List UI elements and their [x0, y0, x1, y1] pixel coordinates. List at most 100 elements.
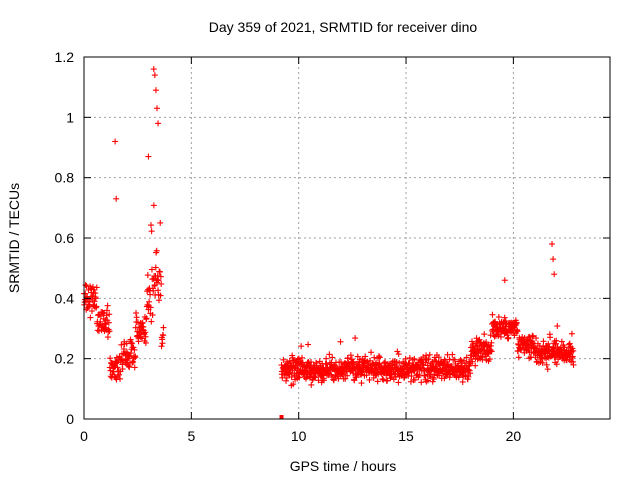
- data-point: [298, 354, 305, 361]
- data-point: [290, 381, 297, 388]
- data-point: [104, 334, 111, 341]
- data-point: [481, 331, 488, 338]
- data-point: [125, 363, 132, 370]
- data-point: [153, 105, 160, 112]
- x-tick-label: 20: [506, 428, 522, 444]
- data-point: [458, 364, 465, 371]
- data-point: [352, 335, 359, 342]
- data-point: [342, 375, 349, 382]
- data-point: [401, 374, 408, 381]
- data-point: [489, 311, 496, 318]
- data-point: [544, 366, 551, 373]
- data-point: [113, 376, 120, 383]
- data-point: [424, 377, 431, 384]
- data-points: [81, 66, 577, 419]
- y-tick-label: 0.4: [55, 290, 75, 306]
- y-tick-label: 0: [66, 411, 74, 427]
- data-point: [131, 364, 138, 371]
- data-point: [362, 353, 369, 360]
- data-point: [543, 361, 550, 368]
- data-point: [103, 307, 110, 314]
- data-point: [157, 219, 164, 226]
- data-point: [529, 332, 536, 339]
- data-point: [338, 359, 345, 366]
- data-point: [89, 293, 96, 300]
- data-point: [569, 353, 576, 360]
- data-point: [157, 273, 164, 280]
- data-point: [114, 364, 121, 371]
- data-point: [288, 374, 295, 381]
- data-point: [298, 343, 305, 350]
- data-point: [128, 340, 135, 347]
- data-point: [384, 377, 391, 384]
- data-point: [105, 319, 112, 326]
- data-point: [150, 287, 157, 294]
- data-point: [358, 380, 365, 387]
- data-point: [127, 350, 134, 357]
- data-point: [553, 337, 560, 344]
- data-point: [156, 268, 163, 275]
- data-point: [469, 358, 476, 365]
- data-point: [133, 309, 140, 316]
- data-point: [146, 298, 153, 305]
- data-point: [133, 314, 140, 321]
- data-point: [491, 333, 498, 340]
- x-tick-label: 15: [398, 428, 414, 444]
- data-point: [465, 373, 472, 380]
- data-point: [416, 372, 423, 379]
- data-point: [157, 292, 164, 299]
- data-point: [533, 335, 540, 342]
- data-point: [117, 375, 124, 382]
- data-point: [558, 338, 565, 345]
- data-point: [142, 339, 149, 346]
- data-point: [395, 351, 402, 358]
- data-point: [351, 377, 358, 384]
- y-tick-label: 1.2: [55, 49, 75, 65]
- data-point: [305, 341, 312, 348]
- data-point: [396, 359, 403, 366]
- data-point: [93, 303, 100, 310]
- data-point: [425, 356, 432, 363]
- data-point: [551, 271, 558, 278]
- data-point: [148, 228, 155, 235]
- x-tick-label: 10: [291, 428, 307, 444]
- data-point: [159, 340, 166, 347]
- data-point: [149, 311, 156, 318]
- data-point: [546, 343, 553, 350]
- data-point: [326, 351, 333, 358]
- data-point: [568, 330, 575, 337]
- data-point: [344, 372, 351, 379]
- data-point: [107, 355, 114, 362]
- data-point: [549, 241, 556, 248]
- data-point: [515, 354, 522, 361]
- data-point: [451, 356, 458, 363]
- data-point: [457, 356, 464, 363]
- data-point: [505, 334, 512, 341]
- data-point: [135, 338, 142, 345]
- data-point: [411, 376, 418, 383]
- data-point: [158, 280, 165, 287]
- data-point: [118, 341, 125, 348]
- data-point: [158, 343, 165, 350]
- data-point: [284, 360, 291, 367]
- data-point: [132, 354, 139, 361]
- x-tick-label: 5: [187, 428, 195, 444]
- data-point: [350, 358, 357, 365]
- data-point: [376, 354, 383, 361]
- data-point: [88, 308, 95, 315]
- data-point: [126, 364, 133, 371]
- data-point: [104, 302, 111, 309]
- data-point: [283, 377, 290, 384]
- chart-title: Day 359 of 2021, SRMTID for receiver din…: [209, 19, 478, 35]
- data-point: [529, 340, 536, 347]
- data-point: [372, 372, 379, 379]
- y-tick-label: 0.8: [55, 170, 75, 186]
- data-point: [366, 376, 373, 383]
- data-point: [435, 354, 442, 361]
- data-point: [150, 202, 157, 209]
- data-point: [493, 321, 500, 328]
- data-point: [379, 375, 386, 382]
- data-point: [354, 353, 361, 360]
- data-point: [543, 355, 550, 362]
